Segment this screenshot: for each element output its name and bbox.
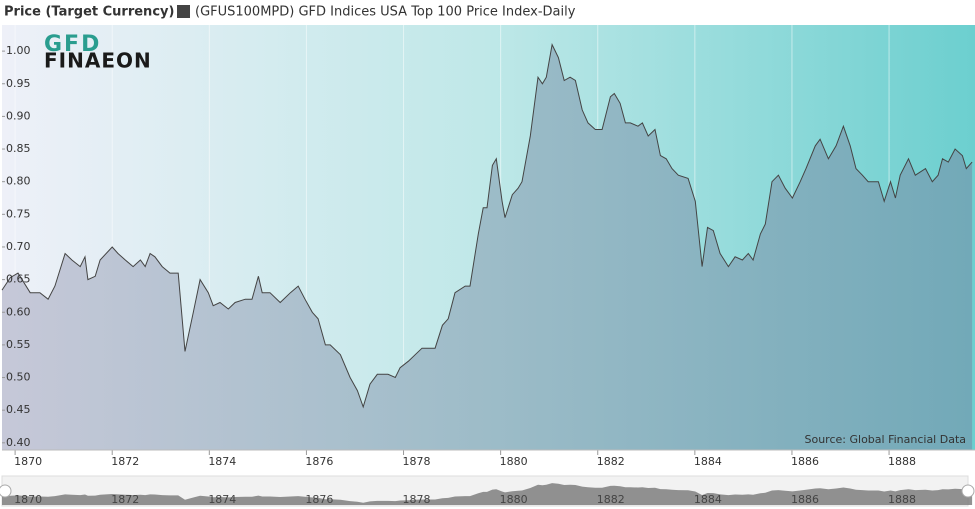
y-tick-label: 0.60 xyxy=(6,305,31,318)
x-tick-label: 1884 xyxy=(694,455,722,468)
navigator-area xyxy=(2,483,973,505)
x-tick-label: 1876 xyxy=(305,455,333,468)
navigator-tick-label: 1874 xyxy=(208,493,236,506)
y-tick-label: 0.55 xyxy=(6,338,31,351)
y-tick-label: 0.85 xyxy=(6,142,31,155)
source-note: Source: Global Financial Data xyxy=(805,433,967,446)
navigator-tick-label: 1886 xyxy=(791,493,819,506)
y-tick-label: 0.95 xyxy=(6,77,31,90)
x-tick-label: 1886 xyxy=(791,455,819,468)
y-tick-label: 0.70 xyxy=(6,240,31,253)
navigator-handle[interactable] xyxy=(961,484,975,498)
navigator-tick-label: 1882 xyxy=(597,493,625,506)
navigator-tick-label: 1876 xyxy=(305,493,333,506)
x-tick-label: 1872 xyxy=(111,455,139,468)
chart-title: Price (Target Currency) xyxy=(4,5,174,20)
y-tick-label: 0.65 xyxy=(6,273,31,286)
y-tick-label: 0.40 xyxy=(6,436,31,449)
navigator-handle[interactable] xyxy=(0,484,12,498)
legend-label[interactable]: (GFUS100MPD) GFD Indices USA Top 100 Pri… xyxy=(195,5,576,20)
series-line xyxy=(1,42,973,409)
y-tick-label: 0.80 xyxy=(6,175,31,188)
x-tick-label: 1874 xyxy=(208,455,236,468)
navigator-tick-label: 1888 xyxy=(888,493,916,506)
navigator-tick-label: 1880 xyxy=(500,493,528,506)
x-tick-label: 1880 xyxy=(500,455,528,468)
navigator-tick-label: 1884 xyxy=(694,493,722,506)
y-tick-label: 0.75 xyxy=(6,207,31,220)
y-tick-label: 0.90 xyxy=(6,109,31,122)
logo-bottom: FINAEON xyxy=(44,49,152,73)
area-fill xyxy=(2,44,973,450)
navigator-tick-label: 1872 xyxy=(111,493,139,506)
x-tick-label: 1888 xyxy=(888,455,916,468)
x-tick-label: 1882 xyxy=(597,455,625,468)
logo-top: GFD xyxy=(44,32,101,57)
y-tick-label: 0.45 xyxy=(6,403,31,416)
legend-swatch[interactable] xyxy=(177,5,190,18)
x-tick-label: 1870 xyxy=(14,455,42,468)
navigator-tick-label: 1870 xyxy=(14,493,42,506)
navigator-tick-label: 1878 xyxy=(403,493,431,506)
y-tick-label: 0.50 xyxy=(6,371,31,384)
y-tick-label: 1.00 xyxy=(6,44,31,57)
x-tick-label: 1878 xyxy=(403,455,431,468)
